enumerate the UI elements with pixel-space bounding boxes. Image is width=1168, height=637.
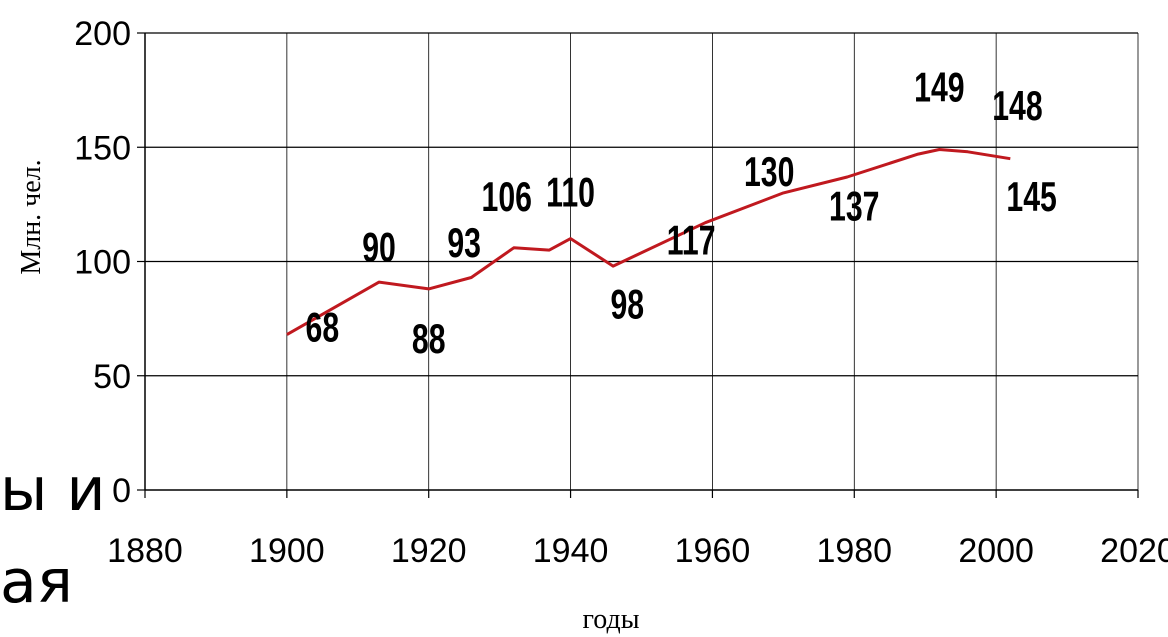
data-label-145: 145 (1006, 173, 1056, 220)
data-label-130: 130 (744, 148, 794, 195)
x-tick-label-1980: 1980 (816, 532, 892, 570)
series-line-0 (286, 148, 1011, 336)
data-label-88: 88 (412, 315, 446, 362)
x-tick-label-1960: 1960 (675, 532, 751, 570)
x-tick-labels: 1880 1900 1920 1940 1960 1980 2000 2020 (107, 532, 1168, 570)
x-tick-label-1920: 1920 (391, 532, 467, 570)
background-text-2: ая (0, 547, 73, 617)
x-tick-label-1880: 1880 (107, 532, 183, 570)
data-label-110: 110 (546, 169, 595, 216)
y-axis-title: Млн. чел. (16, 159, 47, 274)
data-label-149: 149 (914, 64, 964, 111)
data-label-106: 106 (482, 173, 532, 220)
y-tick-label-100: 100 (74, 244, 131, 282)
x-tick-label-2000: 2000 (958, 532, 1034, 570)
series (286, 148, 1011, 336)
background-text-1: ы и (0, 455, 105, 525)
x-tick-label-1940: 1940 (533, 532, 609, 570)
x-axis-title: годы (582, 604, 639, 635)
axes (137, 32, 1139, 498)
y-tick-label-150: 150 (74, 129, 131, 167)
data-label-117: 117 (667, 217, 716, 264)
y-tick-labels: 0 50 100 150 200 (74, 15, 131, 510)
x-tick-label-1900: 1900 (249, 532, 325, 570)
data-label-93: 93 (447, 219, 481, 266)
y-tick-label-200: 200 (74, 15, 131, 53)
data-label-137: 137 (829, 182, 879, 229)
data-label-148: 148 (992, 82, 1042, 129)
grid (145, 32, 1139, 490)
y-tick-label-50: 50 (93, 358, 131, 396)
data-label-68: 68 (306, 304, 340, 351)
y-tick-label-0: 0 (112, 472, 131, 510)
data-label-98: 98 (611, 281, 645, 328)
x-tick-label-2020: 2020 (1100, 532, 1168, 570)
data-label-90: 90 (362, 224, 396, 271)
